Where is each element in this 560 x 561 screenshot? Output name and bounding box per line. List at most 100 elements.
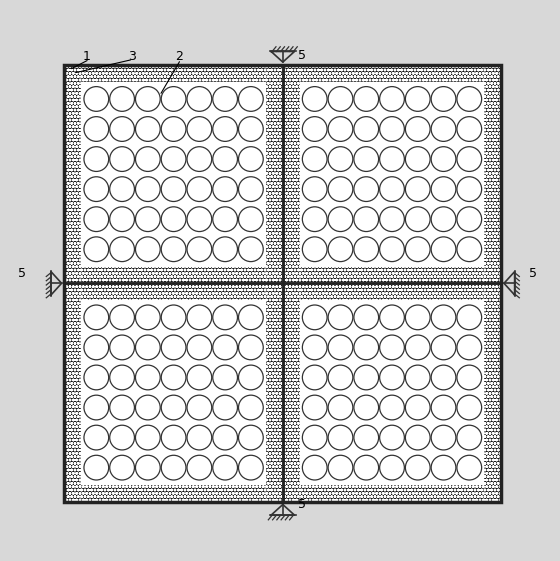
Circle shape: [161, 237, 186, 261]
Circle shape: [431, 456, 456, 480]
Circle shape: [239, 395, 263, 420]
Circle shape: [239, 207, 263, 232]
Circle shape: [136, 177, 160, 201]
Circle shape: [84, 86, 109, 111]
Circle shape: [161, 117, 186, 141]
Circle shape: [187, 147, 212, 172]
Circle shape: [187, 456, 212, 480]
Circle shape: [161, 395, 186, 420]
Circle shape: [457, 335, 482, 360]
Circle shape: [110, 395, 134, 420]
Circle shape: [213, 86, 237, 111]
Bar: [283, 65, 501, 283]
Circle shape: [110, 86, 134, 111]
Circle shape: [239, 456, 263, 480]
Circle shape: [239, 335, 263, 360]
Circle shape: [213, 147, 237, 172]
Circle shape: [457, 86, 482, 111]
Circle shape: [457, 365, 482, 390]
Circle shape: [431, 117, 456, 141]
Circle shape: [136, 395, 160, 420]
Circle shape: [405, 86, 430, 111]
Circle shape: [354, 86, 379, 111]
Circle shape: [161, 86, 186, 111]
Circle shape: [457, 177, 482, 201]
Circle shape: [187, 86, 212, 111]
Circle shape: [84, 335, 109, 360]
Circle shape: [302, 305, 327, 330]
Circle shape: [161, 147, 186, 172]
Text: 5: 5: [17, 267, 26, 280]
Circle shape: [302, 456, 327, 480]
Bar: [64, 283, 81, 502]
Circle shape: [136, 335, 160, 360]
Circle shape: [136, 425, 160, 450]
Circle shape: [213, 456, 237, 480]
Circle shape: [110, 207, 134, 232]
Circle shape: [302, 237, 327, 261]
Bar: [64, 65, 283, 283]
Bar: [283, 283, 300, 502]
Text: 5: 5: [298, 498, 306, 511]
Circle shape: [136, 365, 160, 390]
Circle shape: [328, 177, 353, 201]
Circle shape: [431, 425, 456, 450]
Circle shape: [302, 395, 327, 420]
Circle shape: [110, 365, 134, 390]
Circle shape: [239, 237, 263, 261]
Circle shape: [380, 335, 404, 360]
Bar: [64, 283, 283, 502]
Circle shape: [328, 237, 353, 261]
Circle shape: [136, 117, 160, 141]
Circle shape: [380, 425, 404, 450]
Circle shape: [405, 365, 430, 390]
Circle shape: [239, 86, 263, 111]
Circle shape: [380, 147, 404, 172]
Circle shape: [239, 425, 263, 450]
Circle shape: [405, 456, 430, 480]
Bar: [64, 65, 283, 82]
Circle shape: [213, 117, 237, 141]
Bar: [484, 283, 501, 502]
Circle shape: [302, 335, 327, 360]
Circle shape: [380, 117, 404, 141]
Circle shape: [213, 237, 237, 261]
Circle shape: [239, 305, 263, 330]
Circle shape: [239, 117, 263, 141]
Circle shape: [328, 147, 353, 172]
Circle shape: [354, 335, 379, 360]
Bar: [64, 65, 81, 283]
Circle shape: [84, 237, 109, 261]
Circle shape: [328, 395, 353, 420]
Circle shape: [213, 207, 237, 232]
Circle shape: [431, 177, 456, 201]
Bar: [283, 65, 501, 283]
Bar: [283, 485, 501, 502]
Circle shape: [302, 147, 327, 172]
Bar: [81, 82, 266, 266]
Circle shape: [431, 365, 456, 390]
Circle shape: [213, 335, 237, 360]
Circle shape: [302, 177, 327, 201]
Bar: [283, 283, 501, 502]
Bar: [484, 65, 501, 283]
Bar: [283, 65, 501, 82]
Circle shape: [457, 207, 482, 232]
Bar: [64, 485, 283, 502]
Circle shape: [380, 305, 404, 330]
Circle shape: [431, 207, 456, 232]
Circle shape: [84, 395, 109, 420]
Circle shape: [457, 147, 482, 172]
Circle shape: [457, 117, 482, 141]
Circle shape: [405, 425, 430, 450]
Circle shape: [302, 365, 327, 390]
Circle shape: [405, 207, 430, 232]
Circle shape: [405, 395, 430, 420]
Bar: [64, 65, 283, 283]
Circle shape: [239, 147, 263, 172]
Circle shape: [161, 305, 186, 330]
Circle shape: [84, 207, 109, 232]
Circle shape: [405, 147, 430, 172]
Circle shape: [405, 117, 430, 141]
Circle shape: [405, 177, 430, 201]
